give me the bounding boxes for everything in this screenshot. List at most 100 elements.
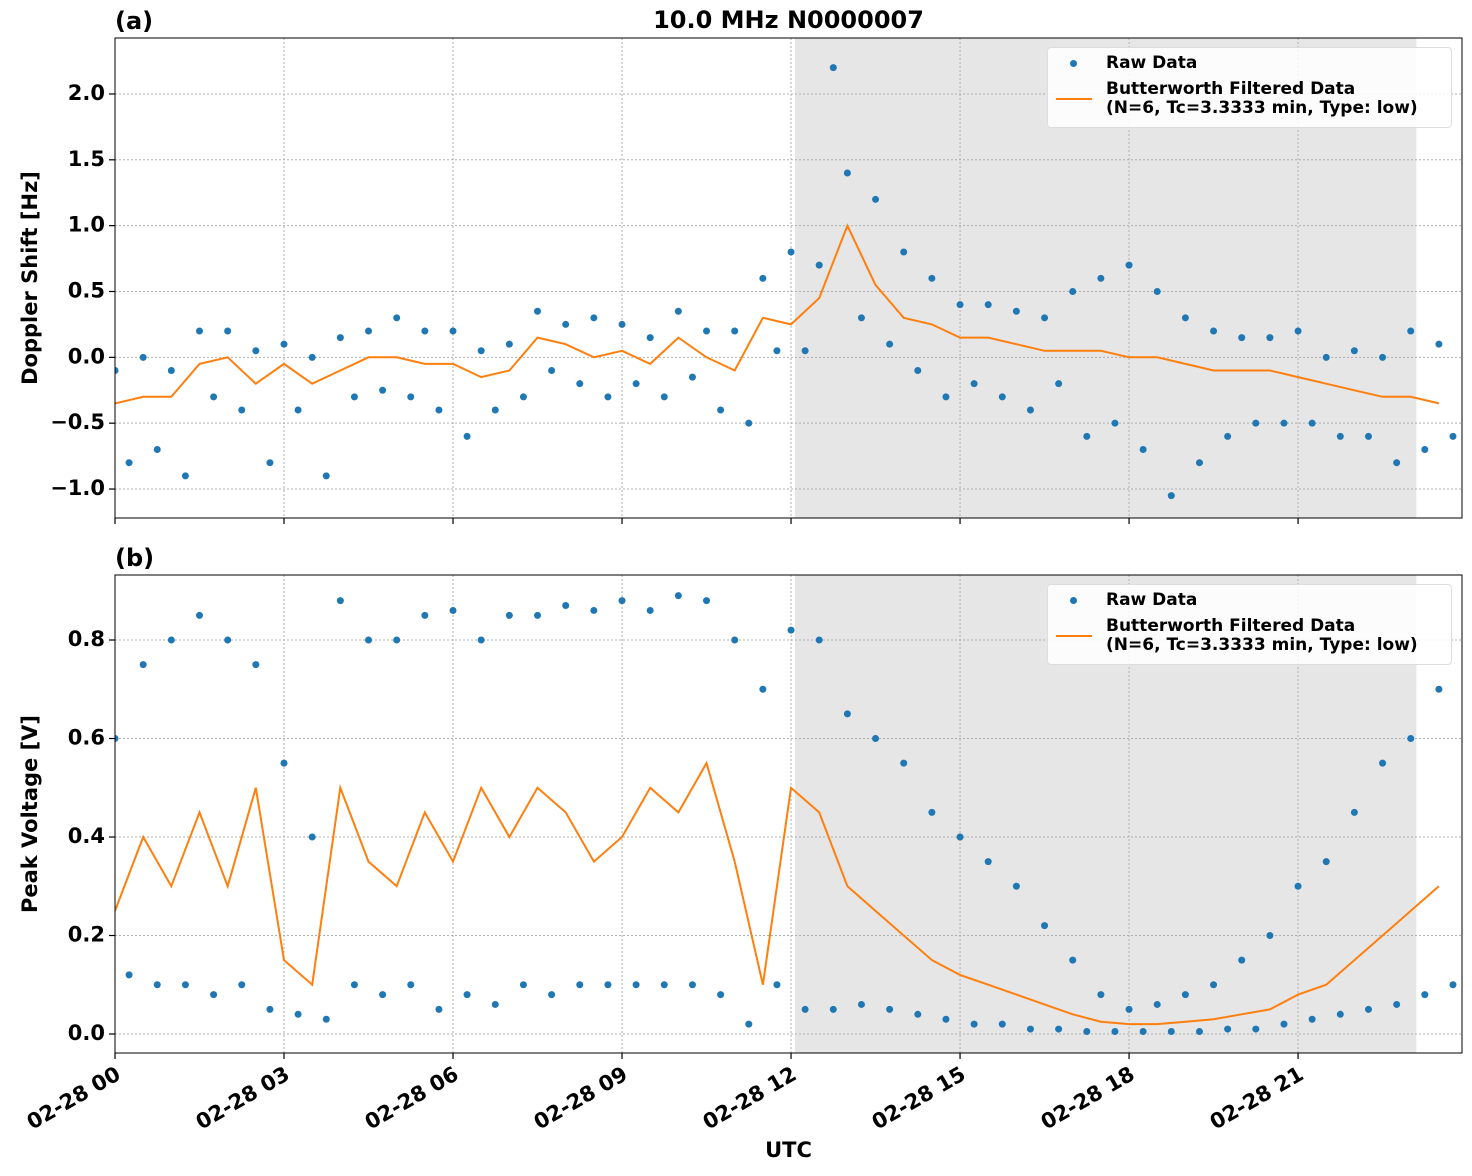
raw-point <box>1139 1028 1147 1036</box>
raw-point <box>942 393 950 401</box>
raw-point <box>590 314 598 322</box>
raw-point <box>674 592 682 600</box>
raw-point <box>1435 685 1443 693</box>
raw-point <box>115 367 119 375</box>
panel-label: (a) <box>115 7 153 35</box>
raw-point <box>308 353 316 361</box>
plot-frame <box>114 37 1463 519</box>
raw-point <box>900 759 908 767</box>
raw-point <box>1041 922 1049 930</box>
chart-title: 10.0 MHz N0000007 <box>653 6 924 34</box>
raw-point <box>745 1020 753 1028</box>
y-tick-label: 0.6 <box>68 726 105 750</box>
legend-label: Butterworth Filtered Data (N=6, Tc=3.333… <box>1106 79 1418 118</box>
raw-point <box>463 432 471 440</box>
raw-point <box>632 981 640 989</box>
raw-point <box>153 446 161 454</box>
raw-point <box>1393 1000 1401 1008</box>
raw-point <box>322 472 330 480</box>
raw-point <box>1350 808 1358 816</box>
raw-point <box>238 981 246 989</box>
raw-point <box>590 606 598 614</box>
raw-point <box>576 380 584 388</box>
raw-point <box>224 636 232 644</box>
y-tick-label: −1.0 <box>50 476 105 500</box>
raw-point <box>1364 1005 1372 1013</box>
x-tick-label: 02-28 00 <box>23 1062 125 1135</box>
y-tick-label: 0.0 <box>68 1021 105 1045</box>
raw-point <box>491 1000 499 1008</box>
x-tick-label: 02-28 18 <box>1037 1062 1139 1135</box>
raw-point <box>548 991 556 999</box>
raw-point <box>745 419 753 427</box>
y-tick-label: 2.0 <box>68 81 105 105</box>
raw-point <box>1407 327 1415 335</box>
y-tick-label: 1.0 <box>68 213 105 237</box>
raw-point <box>872 735 880 743</box>
raw-point <box>773 981 781 989</box>
raw-point <box>1111 1028 1119 1036</box>
raw-point <box>322 1015 330 1023</box>
raw-point <box>534 307 542 315</box>
raw-point <box>801 347 809 355</box>
raw-point <box>350 981 358 989</box>
raw-point <box>660 981 668 989</box>
raw-point <box>125 459 133 467</box>
raw-point <box>477 636 485 644</box>
raw-point <box>365 327 373 335</box>
raw-point <box>280 759 288 767</box>
raw-point <box>1379 759 1387 767</box>
raw-point <box>731 327 739 335</box>
y-tick-label: 0.8 <box>68 627 105 651</box>
raw-point <box>674 307 682 315</box>
raw-point <box>688 373 696 381</box>
raw-point <box>1252 1025 1260 1033</box>
raw-point <box>604 981 612 989</box>
raw-point <box>1210 327 1218 335</box>
filtered-line <box>115 760 1440 1026</box>
legend-label: Raw Data <box>1106 590 1198 610</box>
raw-point <box>1055 1025 1063 1033</box>
raw-point <box>970 1020 978 1028</box>
raw-point <box>1055 380 1063 388</box>
raw-point <box>1181 991 1189 999</box>
raw-point <box>519 981 527 989</box>
raw-point <box>646 334 654 342</box>
y-tick-label: 0.0 <box>68 344 105 368</box>
raw-point <box>604 393 612 401</box>
raw-point <box>196 611 204 619</box>
raw-point <box>829 64 837 72</box>
raw-point <box>759 685 767 693</box>
legend: Raw Data Butterworth Filtered Data (N=6, … <box>1047 47 1452 128</box>
raw-point <box>1421 991 1429 999</box>
raw-point <box>449 606 457 614</box>
y-tick-label: 0.5 <box>68 278 105 302</box>
raw-point <box>294 1010 302 1018</box>
raw-point <box>660 393 668 401</box>
raw-point <box>1167 492 1175 500</box>
raw-point <box>1026 406 1034 414</box>
raw-point <box>1210 981 1218 989</box>
raw-point <box>900 248 908 256</box>
plot-area <box>115 592 1457 1036</box>
x-tick-label: 02-28 12 <box>699 1062 801 1135</box>
raw-point <box>435 1005 443 1013</box>
raw-point <box>872 195 880 203</box>
raw-point <box>773 347 781 355</box>
raw-point <box>336 334 344 342</box>
raw-point <box>435 406 443 414</box>
raw-point <box>252 661 260 669</box>
raw-point <box>1167 1028 1175 1036</box>
raw-point <box>1238 956 1246 964</box>
raw-point <box>857 1000 865 1008</box>
raw-point <box>914 367 922 375</box>
raw-point <box>843 710 851 718</box>
filtered-line <box>115 223 1440 405</box>
raw-point <box>463 991 471 999</box>
raw-point <box>1195 459 1203 467</box>
raw-point <box>1266 931 1274 939</box>
raw-point <box>1322 353 1330 361</box>
raw-point <box>1111 419 1119 427</box>
raw-point <box>1308 1015 1316 1023</box>
raw-point <box>1097 991 1105 999</box>
